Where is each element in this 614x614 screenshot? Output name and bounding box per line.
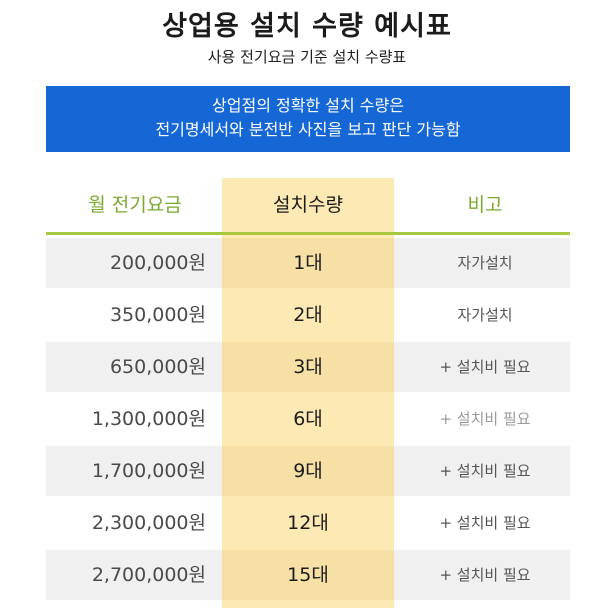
fee-cell: 650,000원 (109, 356, 206, 378)
table-row: 2,700,000원 15대 + 설치비 필요 (46, 550, 570, 600)
fee-cell: 200,000원 (109, 252, 206, 274)
quantity-cell: 2대 (293, 304, 323, 326)
fee-cell: 1,700,000원 (91, 460, 206, 482)
quantity-cell: 12대 (287, 512, 329, 534)
quantity-cell: 9대 (222, 446, 394, 496)
note-cell: + 설치비 필요 (439, 462, 531, 480)
quantity-cell: 1대 (222, 238, 394, 288)
note-cell: + 설치비 필요 (439, 514, 531, 532)
table-header: 월 전기요금 설치수량 비고 (0, 178, 614, 232)
info-banner: 상업점의 정확한 설치 수량은 전기명세서와 분전반 사진을 보고 판단 가능함 (46, 86, 570, 152)
fee-cell: 1,300,000원 (91, 408, 206, 430)
fee-cell: 2,300,000원 (91, 512, 206, 534)
banner-line-2: 전기명세서와 분전반 사진을 보고 판단 가능함 (155, 120, 461, 139)
table-row: 2,300,000원 12대 + 설치비 필요 (46, 498, 570, 548)
banner-line-1: 상업점의 정확한 설치 수량은 (212, 96, 404, 115)
header-divider (46, 232, 570, 235)
table-row: 1,700,000원 9대 + 설치비 필요 (46, 446, 570, 496)
quantity-cell: 6대 (293, 408, 323, 430)
page-subtitle: 사용 전기요금 기준 설치 수량표 (207, 48, 407, 66)
header-note: 비고 (467, 194, 503, 216)
fee-cell: 350,000원 (109, 304, 206, 326)
header-quantity: 설치수량 (273, 194, 343, 216)
quantity-cell: 15대 (222, 550, 394, 600)
note-cell: 자가설치 (457, 306, 513, 324)
table-row: 350,000원 2대 자가설치 (46, 290, 570, 340)
note-cell: + 설치비 필요 (439, 566, 531, 584)
quantity-cell: 3대 (222, 342, 394, 392)
note-cell: + 설치비 필요 (439, 358, 531, 376)
page-title: 상업용 설치 수량 예시표 (162, 11, 452, 42)
fee-cell: 2,700,000원 (91, 564, 206, 586)
table-row: 650,000원 3대 + 설치비 필요 (46, 342, 570, 392)
header-monthly-fee: 월 전기요금 (88, 194, 182, 216)
table-row: 1,300,000원 6대 + 설치비 필요 (46, 394, 570, 444)
table-row: 200,000원 1대 자가설치 (46, 238, 570, 288)
note-cell: + 설치비 필요 (439, 410, 531, 428)
note-cell: 자가설치 (457, 254, 513, 272)
